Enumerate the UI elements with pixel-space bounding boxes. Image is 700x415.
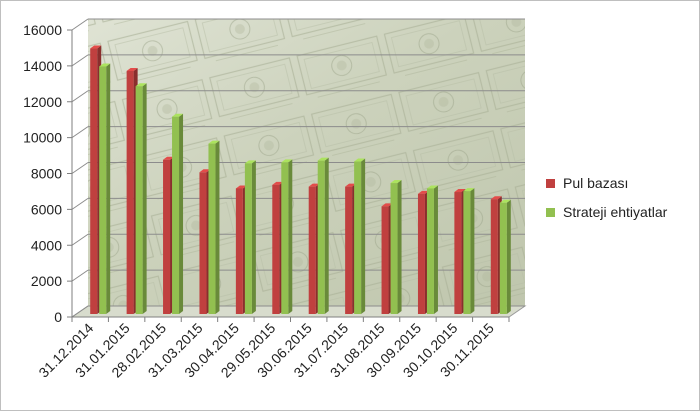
y-tick-label: 6000 xyxy=(31,201,62,217)
bars xyxy=(90,45,511,315)
gridline-side xyxy=(71,269,89,282)
y-tick-label: 14000 xyxy=(23,58,62,74)
bar-strateji-ehtiyatlar xyxy=(390,180,402,314)
legend-swatch xyxy=(546,208,555,217)
y-tick-label: 0 xyxy=(54,309,62,325)
gridline-side xyxy=(71,197,89,210)
legend-label: Pul bazası xyxy=(563,175,628,191)
bar-strateji-ehtiyatlar xyxy=(208,140,220,314)
bar-strateji-ehtiyatlar xyxy=(426,185,438,314)
y-tick-label: 12000 xyxy=(23,94,62,110)
gridline-side xyxy=(71,18,89,31)
bar-strateji-ehtiyatlar xyxy=(499,199,511,314)
y-tick-label: 4000 xyxy=(31,237,62,253)
legend-label: Strateji ehtiyatlar xyxy=(563,204,668,220)
axes xyxy=(67,29,510,322)
bar-strateji-ehtiyatlar xyxy=(172,113,184,314)
y-tick-label: 8000 xyxy=(31,166,62,182)
y-tick-label: 16000 xyxy=(23,22,62,38)
bar-strateji-ehtiyatlar xyxy=(99,63,111,315)
y-tick-label: 10000 xyxy=(23,130,62,146)
bar-strateji-ehtiyatlar xyxy=(244,160,256,314)
bar-strateji-ehtiyatlar xyxy=(463,188,475,314)
x-tick-labels: 31.12.201431.01.201528.02.201531.03.2015… xyxy=(35,320,497,381)
gridline-side xyxy=(71,126,89,139)
bar-strateji-ehtiyatlar xyxy=(317,157,329,314)
gridline-side xyxy=(71,90,89,103)
gridline-side xyxy=(71,162,89,174)
bar-strateji-ehtiyatlar xyxy=(281,159,293,314)
legend-swatch xyxy=(546,179,555,188)
bar-strateji-ehtiyatlar xyxy=(135,83,147,314)
gridline-side xyxy=(71,305,89,318)
gridlines xyxy=(71,18,525,318)
y-tick-label: 2000 xyxy=(31,273,62,289)
legend: Pul bazası Strateji ehtiyatlar xyxy=(546,175,668,220)
bar-strateji-ehtiyatlar xyxy=(354,158,366,314)
gridline-side xyxy=(71,54,89,67)
gridline-side xyxy=(71,233,89,246)
y-tick-labels: 0 2000 4000 6000 8000 10000 12000 14000 16000 xyxy=(23,22,62,325)
